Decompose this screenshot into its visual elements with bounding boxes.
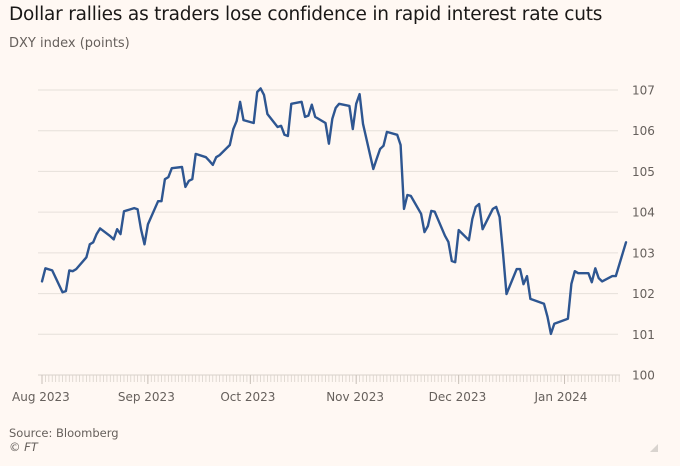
y-tick-label: 103 [632, 246, 655, 260]
series-line-dxy [40, 87, 628, 336]
resize-corner-icon [650, 444, 658, 452]
y-tick-label: 105 [632, 165, 655, 179]
chart-title: Dollar rallies as traders lose confidenc… [9, 4, 603, 25]
y-axis-ticks: 100 101 102 103 104 105 106 107 [632, 84, 655, 383]
gridlines [38, 89, 618, 335]
copyright-text: © FT [9, 440, 38, 454]
x-tick-label: Nov 2023 [326, 390, 384, 404]
source-note: Source: Bloomberg © FT [9, 426, 119, 454]
y-tick-label: 107 [632, 84, 655, 98]
series-group [40, 87, 628, 336]
y-tick-label: 106 [632, 124, 655, 138]
source-text: Source: Bloomberg [9, 426, 119, 440]
x-axis-labels: Aug 2023 Sep 2023 Oct 2023 Nov 2023 Dec 2023… [12, 390, 587, 404]
x-tick-label: Aug 2023 [12, 390, 70, 404]
chart-subtitle: DXY index (points) [9, 36, 130, 51]
x-tick-label: Jan 2024 [534, 390, 588, 404]
y-tick-label: 104 [632, 206, 655, 220]
x-tick-label: Oct 2023 [220, 390, 275, 404]
x-tick-label: Dec 2023 [429, 390, 487, 404]
x-axis [38, 374, 620, 384]
y-tick-label: 100 [632, 369, 655, 383]
x-tick-label: Sep 2023 [118, 390, 175, 404]
y-tick-label: 101 [632, 328, 655, 342]
y-tick-label: 102 [632, 287, 655, 301]
